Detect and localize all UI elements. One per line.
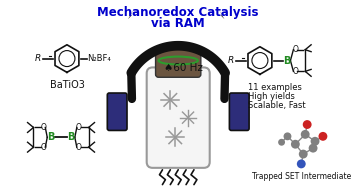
Circle shape: [187, 116, 189, 119]
Circle shape: [174, 136, 176, 139]
Circle shape: [309, 144, 317, 153]
Text: O: O: [41, 143, 46, 152]
Circle shape: [303, 120, 312, 129]
FancyBboxPatch shape: [156, 48, 201, 77]
Text: ♠60 Hz: ♠60 Hz: [164, 64, 203, 74]
Text: High yields: High yields: [248, 92, 295, 101]
Polygon shape: [128, 9, 134, 19]
FancyBboxPatch shape: [147, 67, 210, 168]
Circle shape: [311, 137, 320, 146]
Text: O: O: [76, 143, 82, 152]
Text: BaTiO3: BaTiO3: [50, 80, 84, 90]
Text: Trapped SET Intermediate: Trapped SET Intermediate: [252, 172, 351, 181]
FancyBboxPatch shape: [107, 93, 127, 130]
Text: O: O: [76, 123, 82, 132]
Text: Mechanoredox Catalysis: Mechanoredox Catalysis: [97, 6, 259, 19]
Circle shape: [291, 140, 300, 149]
Circle shape: [301, 130, 310, 139]
Text: R: R: [35, 54, 41, 63]
Text: R: R: [228, 56, 234, 65]
Circle shape: [319, 132, 327, 141]
Circle shape: [299, 150, 308, 159]
Text: 11 examples: 11 examples: [248, 83, 302, 92]
Text: Scalable, Fast: Scalable, Fast: [248, 101, 306, 110]
Text: B: B: [47, 132, 55, 142]
Circle shape: [297, 160, 306, 168]
Circle shape: [278, 139, 285, 146]
Circle shape: [283, 132, 291, 140]
Polygon shape: [219, 9, 224, 19]
Text: via RAM: via RAM: [151, 17, 205, 30]
Text: B: B: [283, 56, 290, 66]
Text: O: O: [41, 123, 46, 132]
Text: B: B: [67, 132, 75, 142]
Text: O: O: [292, 45, 298, 54]
Circle shape: [169, 99, 172, 101]
FancyBboxPatch shape: [230, 93, 249, 130]
Text: N₂BF₄: N₂BF₄: [88, 54, 111, 63]
Text: O: O: [292, 67, 298, 76]
